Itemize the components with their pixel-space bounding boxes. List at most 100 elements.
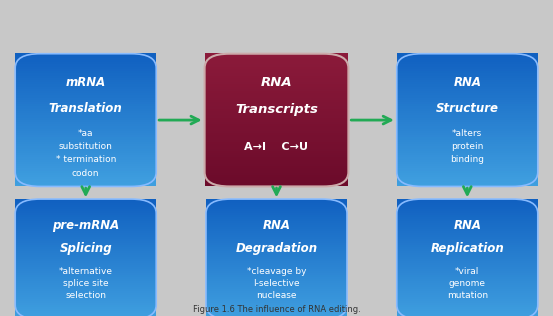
Bar — [397, 227, 538, 229]
Bar — [15, 199, 156, 201]
Bar — [206, 293, 347, 295]
Bar — [397, 253, 538, 255]
Bar — [205, 155, 348, 158]
Bar — [397, 303, 538, 305]
Bar — [206, 227, 347, 229]
Bar — [397, 67, 538, 69]
Bar — [205, 160, 348, 162]
Bar — [205, 76, 348, 78]
Bar — [206, 215, 347, 217]
Bar — [397, 111, 538, 113]
Bar — [206, 303, 347, 305]
Bar — [205, 87, 348, 89]
Bar — [206, 281, 347, 283]
Bar — [397, 184, 538, 186]
Bar — [397, 62, 538, 65]
Bar — [397, 261, 538, 263]
Bar — [15, 263, 156, 265]
Bar — [397, 89, 538, 91]
Bar — [397, 100, 538, 102]
Bar — [15, 235, 156, 237]
Bar — [15, 168, 156, 171]
Bar — [397, 80, 538, 82]
Bar — [15, 149, 156, 151]
Bar — [397, 142, 538, 144]
Bar — [15, 69, 156, 71]
Bar — [205, 56, 348, 58]
Bar — [397, 271, 538, 273]
Bar — [206, 207, 347, 209]
Bar — [397, 205, 538, 207]
Bar — [205, 109, 348, 111]
Bar — [397, 84, 538, 87]
Bar — [15, 215, 156, 217]
Bar — [15, 261, 156, 263]
Bar — [206, 291, 347, 293]
Bar — [206, 263, 347, 265]
Bar — [15, 109, 156, 111]
Bar — [205, 175, 348, 178]
Bar — [15, 100, 156, 102]
Bar — [15, 166, 156, 169]
Bar — [397, 164, 538, 167]
Bar — [206, 295, 347, 297]
Bar — [15, 259, 156, 261]
Bar — [15, 76, 156, 78]
Bar — [15, 184, 156, 186]
Bar — [15, 237, 156, 239]
Bar — [397, 124, 538, 127]
Bar — [206, 229, 347, 231]
Bar — [205, 129, 348, 131]
Text: genome: genome — [449, 279, 486, 288]
Bar — [15, 113, 156, 116]
Bar — [206, 203, 347, 205]
Bar — [15, 223, 156, 225]
Bar — [15, 231, 156, 233]
Bar — [205, 82, 348, 85]
Bar — [206, 269, 347, 271]
Bar — [15, 291, 156, 293]
Text: Splicing: Splicing — [59, 242, 112, 255]
Bar — [397, 157, 538, 160]
Bar — [206, 211, 347, 213]
Bar — [397, 299, 538, 301]
Text: pre-mRNA: pre-mRNA — [52, 219, 119, 232]
Bar — [397, 137, 538, 140]
Bar — [205, 102, 348, 105]
Bar — [397, 247, 538, 249]
Text: binding: binding — [450, 155, 484, 164]
Bar — [397, 182, 538, 184]
Bar — [15, 62, 156, 65]
Bar — [206, 253, 347, 255]
Bar — [15, 182, 156, 184]
Bar — [206, 301, 347, 303]
Bar — [15, 80, 156, 82]
Bar — [397, 309, 538, 311]
Bar — [206, 267, 347, 269]
Text: splice site: splice site — [63, 279, 108, 288]
Bar — [397, 287, 538, 289]
Text: selection: selection — [65, 291, 106, 300]
Bar — [206, 287, 347, 289]
Bar — [15, 56, 156, 58]
Bar — [397, 211, 538, 213]
Bar — [205, 177, 348, 180]
Bar — [206, 217, 347, 219]
Text: *viral: *viral — [455, 267, 479, 276]
Bar — [15, 301, 156, 303]
Bar — [205, 126, 348, 129]
Bar — [397, 146, 538, 149]
Bar — [15, 120, 156, 122]
Bar — [397, 291, 538, 293]
Bar — [15, 307, 156, 309]
Bar — [205, 62, 348, 65]
Bar — [15, 164, 156, 167]
Bar — [397, 113, 538, 116]
Bar — [205, 164, 348, 167]
Bar — [397, 245, 538, 247]
Bar — [397, 73, 538, 76]
Bar — [15, 287, 156, 289]
Bar — [397, 153, 538, 155]
Bar — [15, 239, 156, 241]
Bar — [205, 144, 348, 147]
